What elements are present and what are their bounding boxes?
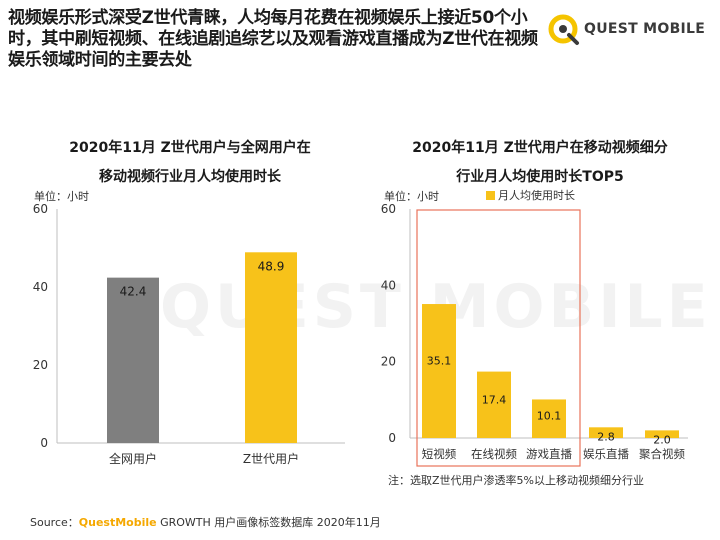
- chart1-plot: 0 20 40 60 42.4 全网用户 48.9 Z世代用户: [33, 202, 345, 466]
- chart2-bar: [532, 399, 566, 438]
- chart2-category-label: 在线视频: [471, 447, 517, 461]
- legend-swatch: [486, 191, 495, 200]
- chart1-y-tick-label: 40: [33, 280, 48, 294]
- chart2-data-label: 2.8: [597, 430, 615, 443]
- chart2-plot: 0 20 40 60 35.1 短视频 17.4 在线视频 10.1 游戏直播 2.8 娱乐直播 2.0…: [381, 202, 688, 467]
- chart2-data-label: 10.1: [537, 410, 562, 423]
- chart2-unit-label: 单位：小时: [384, 190, 439, 203]
- source-rest: GROWTH 用户画像标签数据库 2020年11月: [156, 516, 381, 529]
- chart1-category-label: Z世代用户: [243, 451, 299, 466]
- logo-text: QUEST MOBILE: [584, 21, 706, 37]
- chart2-y-tick-label: 60: [381, 202, 396, 216]
- chart1-title-line2: 移动视频行业月人均使用时长: [99, 169, 281, 185]
- chart2-highlight-box: [416, 209, 581, 467]
- chart1-data-label: 48.9: [258, 259, 285, 273]
- chart2-title: 2020年11月 Z世代用户在移动视频细分 行业月人均使用时长TOP5: [390, 134, 690, 192]
- source-brand: QuestMobile: [78, 516, 157, 529]
- chart2-y-tick-label: 40: [381, 278, 396, 292]
- chart1-y-tick-label: 60: [33, 202, 48, 216]
- source-line: Source：QuestMobile GROWTH 用户画像标签数据库 2020…: [30, 514, 381, 530]
- chart2-category-label: 短视频: [422, 447, 457, 461]
- chart2-bar: [477, 371, 511, 438]
- chart1-bar: [245, 252, 297, 443]
- quest-mobile-logo-icon: [548, 14, 579, 45]
- chart2-bar: [589, 427, 623, 438]
- page-headline: 视频娱乐形式深受Z世代青睐，人均每月花费在视频娱乐上接近50个小时，其中刷短视频…: [8, 8, 538, 70]
- chart1-category-label: 全网用户: [109, 451, 157, 466]
- chart2-data-label: 2.0: [653, 433, 671, 446]
- source-prefix: Source：: [30, 516, 79, 529]
- chart1-title: 2020年11月 Z世代用户与全网用户在 移动视频行业月人均使用时长: [40, 134, 340, 192]
- chart2-bar: [422, 304, 456, 438]
- logo: QUEST MOBILE: [546, 12, 716, 46]
- chart2-title-line1: 2020年11月 Z世代用户在移动视频细分: [412, 140, 668, 156]
- chart1-data-label: 42.4: [120, 285, 147, 299]
- chart2-data-label: 35.1: [427, 354, 452, 367]
- chart2-category-label: 游戏直播: [526, 447, 572, 461]
- chart2-category-label: 娱乐直播: [583, 447, 629, 461]
- chart2-data-label: 17.4: [482, 393, 507, 406]
- legend-label: 月人均使用时长: [498, 189, 575, 202]
- chart1-y-tick-label: 0: [40, 436, 48, 450]
- chart2-y-tick-label: 20: [381, 355, 396, 369]
- chart2-bar: [645, 430, 679, 438]
- chart2-title-line2: 行业月人均使用时长TOP5: [456, 169, 624, 185]
- chart2-footnote: 注：选取Z世代用户渗透率5%以上移动视频细分行业: [388, 474, 644, 487]
- chart2-legend: 月人均使用时长: [486, 187, 575, 203]
- chart2-y-tick-label: 0: [388, 431, 396, 445]
- chart1-y-tick-label: 20: [33, 358, 48, 372]
- chart2-category-label: 聚合视频: [639, 447, 685, 461]
- chart1-unit-label: 单位：小时: [34, 190, 89, 203]
- chart1-bar: [107, 277, 159, 443]
- chart1-title-line1: 2020年11月 Z世代用户与全网用户在: [69, 140, 311, 156]
